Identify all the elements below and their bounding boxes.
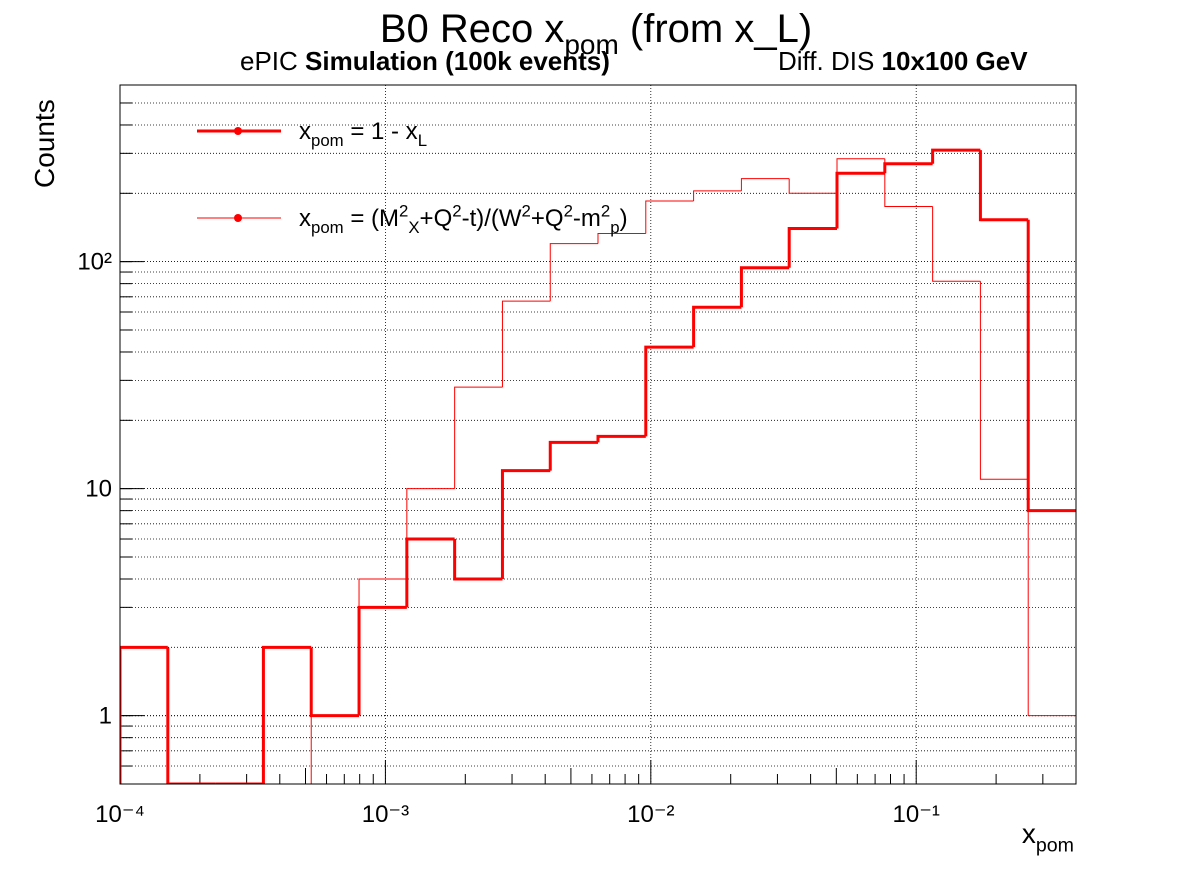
- legend-label: xpom = (M2X+Q2-t)/(W2+Q2-m2p): [299, 201, 628, 237]
- histogram-bin: [454, 386, 503, 489]
- histogram-bin: [310, 715, 360, 784]
- x-tick-label: 10⁻⁴: [95, 801, 145, 828]
- histogram-bin: [788, 178, 838, 194]
- x-axis-label-part: x: [1022, 818, 1036, 849]
- histogram-bin: [548, 440, 598, 471]
- chart-title: B0 Reco xpom (from x_L): [380, 7, 812, 60]
- legend-label-part: x: [299, 118, 311, 145]
- legend-marker: [234, 127, 242, 135]
- histogram-bin: [501, 300, 551, 388]
- histogram-bin: [261, 645, 312, 784]
- histogram-bin: [787, 226, 838, 268]
- chart-title-part: pom: [564, 29, 618, 60]
- histogram-bin: [500, 469, 551, 579]
- subtitle-part: 10x100 GeV: [882, 46, 1029, 76]
- legend-label-part: ): [620, 205, 628, 232]
- legend-label-part: pom: [311, 131, 344, 150]
- chart-title-part: B0 Reco x: [380, 7, 565, 51]
- plot-frame: [119, 84, 1077, 785]
- y-axis-label: Counts: [29, 99, 60, 188]
- legend-label: xpom = 1 - xL: [299, 118, 427, 150]
- histogram-bin: [549, 243, 598, 302]
- histogram-bin: [836, 158, 885, 194]
- legend-label-part: -t)/(W: [462, 205, 522, 232]
- x-tick-label: 10⁻³: [362, 801, 409, 828]
- legend-label-part: x: [299, 205, 311, 232]
- legend-marker: [234, 214, 242, 222]
- legend-label-part: 2: [522, 201, 531, 220]
- histogram-bin: [645, 200, 694, 234]
- histogram-bin: [120, 645, 168, 784]
- legend-label-part: L: [418, 131, 427, 150]
- y-tick-label: 10²: [77, 249, 112, 276]
- histogram-bin: [596, 434, 646, 443]
- legend-label-part: = 1 - x: [344, 118, 418, 145]
- histogram-bin: [597, 233, 646, 244]
- histogram-bin: [932, 206, 981, 282]
- x-tick-label: 10⁻²: [627, 801, 674, 828]
- x-axis-label-part: pom: [1036, 834, 1074, 856]
- histogram-bin: [739, 266, 790, 308]
- subtitle-part: ePIC: [240, 46, 305, 76]
- histogram-bin: [453, 539, 503, 581]
- y-tick-label: 10: [85, 476, 112, 503]
- histogram-bin: [406, 488, 455, 579]
- histogram-bin: [358, 578, 407, 716]
- histogram-bin: [692, 305, 742, 348]
- legend-label-part: 2: [564, 201, 573, 220]
- histogram-bin: [693, 190, 742, 201]
- histogram-bin: [644, 345, 694, 437]
- subtitle-part: Diff. DIS: [778, 46, 882, 76]
- x-tick-label: 10⁻¹: [893, 801, 940, 828]
- legend-label-part: pom: [311, 218, 344, 237]
- x-axis-label: xpom: [1022, 818, 1074, 856]
- histogram-bin: [978, 150, 1029, 222]
- legend-label-part: +Q: [420, 205, 453, 232]
- chart-title-part: (from x_L): [619, 7, 812, 51]
- histogram-bin: [884, 158, 933, 207]
- subtitle-part: Simulation (100k events): [305, 46, 610, 76]
- legend-label-part: 2: [601, 201, 610, 220]
- histogram-bin: [1027, 479, 1076, 717]
- histogram-bin: [740, 178, 790, 191]
- histogram-bin: [979, 281, 1029, 480]
- plot-area: [120, 148, 1076, 784]
- subtitle: Diff. DIS 10x100 GeV: [778, 46, 1028, 76]
- y-axis-label-part: Counts: [29, 99, 60, 188]
- legend-label-part: 2: [399, 201, 408, 220]
- histogram-bin: [166, 647, 216, 784]
- legend-label-part: 2: [452, 201, 461, 220]
- legend-label-part: +Q: [531, 205, 564, 232]
- legend-label-part: p: [610, 218, 619, 237]
- legend-label-part: -m: [573, 205, 601, 232]
- subtitle: ePIC Simulation (100k events): [240, 46, 610, 76]
- y-tick-label: 1: [99, 703, 112, 730]
- histogram-bin: [931, 148, 981, 164]
- legend-label-part: = (M: [344, 205, 399, 232]
- legend-label-part: X: [408, 218, 419, 237]
